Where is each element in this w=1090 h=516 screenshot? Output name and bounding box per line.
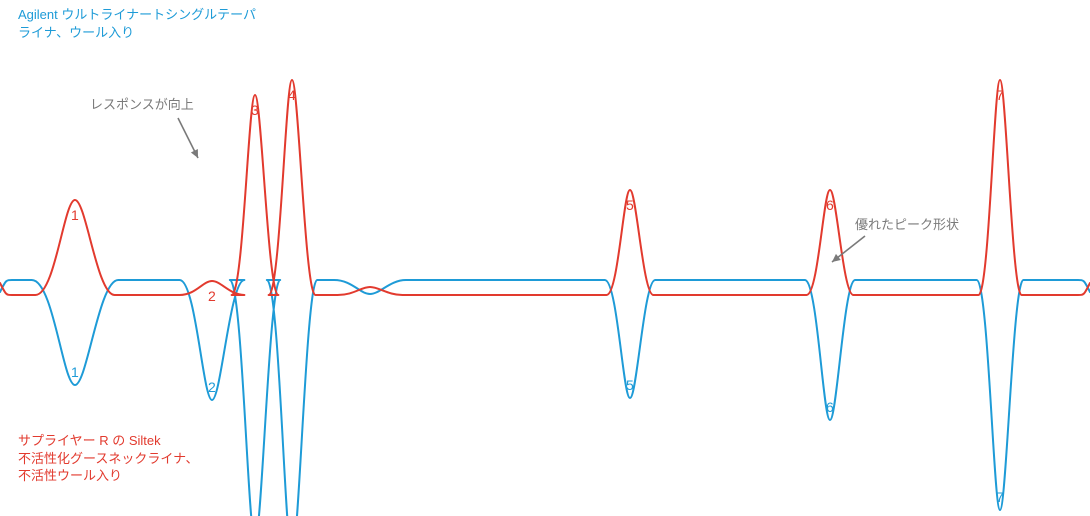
bottom-peak-label-3: 3	[251, 102, 259, 118]
bottom-peak-label-2: 2	[208, 288, 216, 304]
bottom-peak-label-7: 7	[996, 87, 1004, 103]
annotation-peakshape: 優れたピーク形状	[855, 216, 959, 234]
top-series-label: Agilent ウルトライナートシングルテーパライナ、ウール入り	[18, 6, 256, 41]
chromatogram-comparison: 12345671234567 Agilent ウルトライナートシングルテーパライ…	[0, 0, 1090, 516]
bottom-peak-label-5: 5	[626, 197, 634, 213]
annotation-peakshape-text: 優れたピーク形状	[855, 217, 959, 232]
bottom-series-label: サプライヤー R の Siltek不活性化グースネックライナ、不活性ウール入り	[18, 432, 198, 485]
top-peak-label-7: 7	[996, 489, 1004, 505]
top-peak-label-1: 1	[71, 364, 79, 380]
annotation-response-text: レスポンスが向上	[90, 97, 194, 112]
annotation-response: レスポンスが向上	[90, 96, 194, 114]
top-peak-label-6: 6	[826, 399, 834, 415]
bottom-peak-label-6: 6	[826, 197, 834, 213]
bottom-peak-label-4: 4	[288, 87, 296, 103]
top-series-label-text: Agilent ウルトライナートシングルテーパライナ、ウール入り	[18, 7, 256, 40]
top-peak-label-5: 5	[626, 377, 634, 393]
top-peak-label-2: 2	[208, 379, 216, 395]
bottom-series-label-text: サプライヤー R の Siltek不活性化グースネックライナ、不活性ウール入り	[18, 433, 198, 483]
bottom-peak-label-1: 1	[71, 207, 79, 223]
